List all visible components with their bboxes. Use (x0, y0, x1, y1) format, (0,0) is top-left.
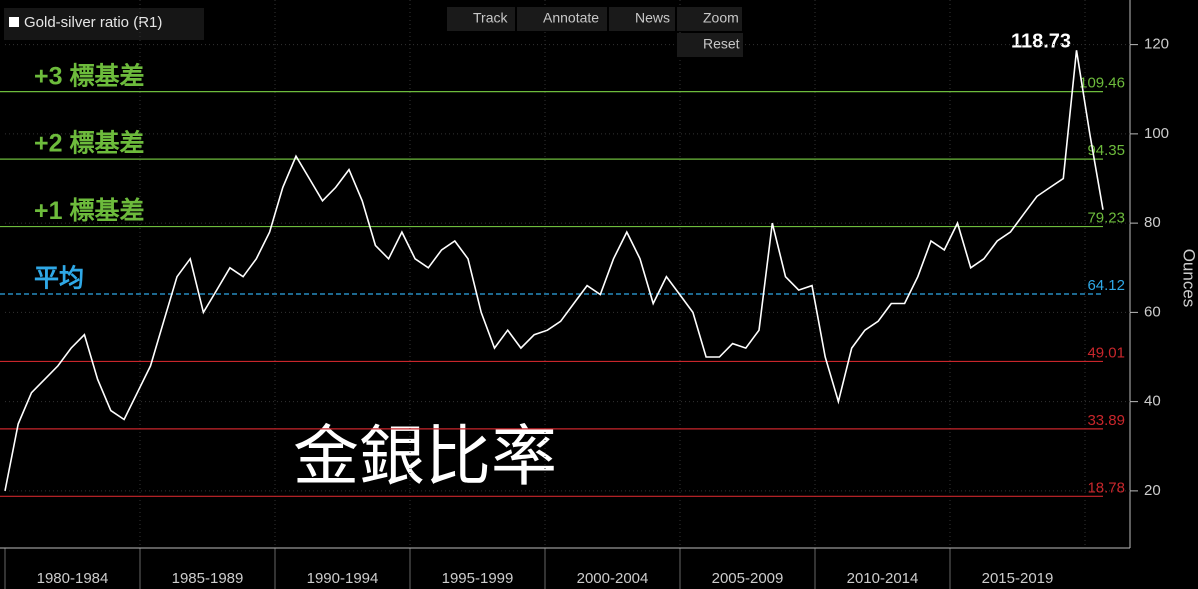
toolbar-label[interactable]: Zoom (703, 10, 739, 26)
y-tick-label: 40 (1144, 393, 1161, 410)
x-tick-label: 2005-2009 (712, 570, 784, 587)
x-tick-label: 1985-1989 (172, 570, 244, 587)
x-tick-label: 1990-1994 (307, 570, 379, 587)
x-tick-label: 1980-1984 (37, 570, 109, 587)
x-tick-label: 1995-1999 (442, 570, 514, 587)
y-tick-label: 80 (1144, 214, 1161, 231)
y-tick-label: 100 (1144, 125, 1169, 142)
annotation: 118.73 (1011, 30, 1071, 52)
reference-value: 109.46 (1079, 75, 1125, 92)
reference-label: +2 標基差 (34, 129, 144, 158)
legend-swatch (9, 17, 19, 27)
reference-label: +1 標基差 (34, 196, 144, 225)
x-tick-label: 2010-2014 (847, 570, 919, 587)
toolbar-button[interactable] (447, 7, 515, 31)
toolbar-button[interactable] (609, 7, 675, 31)
x-tick-label: 2000-2004 (577, 570, 649, 587)
y-tick-label: 60 (1144, 303, 1161, 320)
y-axis-label: Ounces (1180, 249, 1198, 308)
reference-label: +3 標基差 (34, 61, 144, 90)
reference-label: 平均 (34, 265, 84, 293)
toolbar-button[interactable] (677, 33, 743, 57)
reference-value: 33.89 (1087, 412, 1125, 429)
chart-title: 金銀比率 (293, 421, 557, 494)
y-tick-label: 120 (1144, 36, 1169, 53)
legend-text: Gold-silver ratio (R1) (24, 14, 162, 31)
toolbar-label[interactable]: Track (473, 10, 508, 26)
reference-value: 49.01 (1087, 344, 1125, 361)
legend-box (4, 8, 204, 40)
x-tick-label: 2015-2019 (982, 570, 1054, 587)
reference-value: 79.23 (1087, 210, 1125, 227)
data-line (4, 50, 1104, 492)
y-tick-label: 20 (1144, 482, 1161, 499)
reference-value: 64.12 (1087, 277, 1125, 294)
toolbar-button[interactable] (677, 7, 742, 31)
reference-value: 94.35 (1087, 142, 1125, 159)
toolbar-label[interactable]: Annotate (543, 10, 599, 26)
toolbar-label[interactable]: News (635, 10, 670, 26)
reference-value: 18.78 (1087, 479, 1125, 496)
toolbar-label[interactable]: Reset (703, 36, 740, 52)
toolbar-button[interactable] (517, 7, 607, 31)
